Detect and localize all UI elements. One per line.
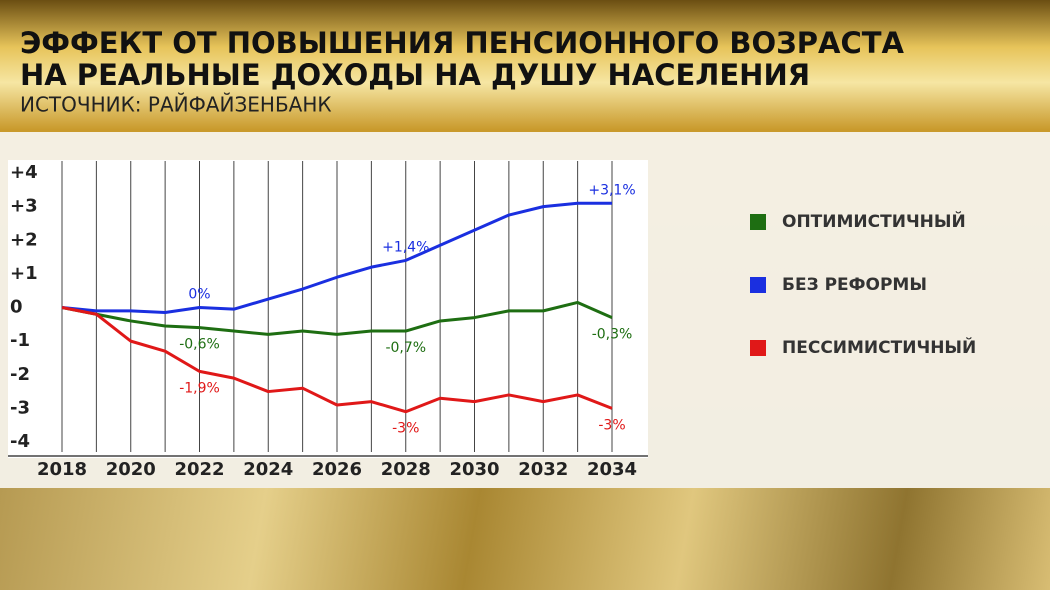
x-tick-label: 2030 bbox=[449, 459, 499, 480]
legend-label: БЕЗ РЕФОРМЫ bbox=[782, 275, 927, 295]
x-tick-label: 2034 bbox=[587, 459, 637, 480]
data-label: -0,6% bbox=[179, 337, 220, 353]
data-label: -1,9% bbox=[179, 380, 220, 396]
gold-bars bbox=[0, 488, 1050, 590]
plot-area bbox=[8, 160, 648, 458]
y-tick-label: +4 bbox=[10, 162, 38, 183]
x-tick-label: 2024 bbox=[243, 459, 293, 480]
series-line bbox=[61, 201, 612, 315]
y-tick-label: 0 bbox=[10, 297, 23, 318]
chart-subtitle: ИСТОЧНИК: РАЙФАЙЗЕНБАНК bbox=[20, 93, 332, 117]
data-label: -0,7% bbox=[385, 340, 426, 356]
data-label: +3,1% bbox=[588, 182, 635, 198]
x-tick-label: 2032 bbox=[518, 459, 568, 480]
legend-swatch bbox=[750, 277, 766, 293]
y-tick-label: -3 bbox=[10, 397, 30, 418]
legend-swatch bbox=[750, 340, 766, 356]
data-label: +1,4% bbox=[382, 239, 429, 255]
x-tick-label: 2026 bbox=[312, 459, 362, 480]
legend-swatch bbox=[750, 214, 766, 230]
data-label: -3% bbox=[392, 421, 419, 437]
data-label: -0,3% bbox=[592, 327, 633, 343]
data-label: -3% bbox=[598, 417, 625, 433]
y-tick-label: +1 bbox=[10, 263, 38, 284]
y-tick-label: +3 bbox=[10, 196, 38, 217]
chart-title: НА РЕАЛЬНЫЕ ДОХОДЫ НА ДУШУ НАСЕЛЕНИЯ bbox=[20, 58, 810, 92]
chart-title: ЭФФЕКТ ОТ ПОВЫШЕНИЯ ПЕНСИОННОГО ВОЗРАСТА bbox=[20, 26, 905, 60]
x-tick-label: 2018 bbox=[37, 459, 87, 480]
legend-label: ОПТИМИСТИЧНЫЙ bbox=[782, 210, 966, 232]
series-line bbox=[61, 300, 613, 336]
y-tick-label: +2 bbox=[10, 229, 38, 250]
x-tick-label: 2028 bbox=[381, 459, 431, 480]
y-tick-label: -4 bbox=[10, 431, 30, 452]
series-line bbox=[61, 306, 613, 414]
x-tick-label: 2022 bbox=[174, 459, 224, 480]
x-tick-label: 2020 bbox=[106, 459, 156, 480]
data-label: 0% bbox=[188, 287, 210, 303]
legend-label: ПЕССИМИСТИЧНЫЙ bbox=[782, 336, 976, 358]
y-tick-label: -2 bbox=[10, 364, 30, 385]
y-tick-label: -1 bbox=[10, 330, 30, 351]
